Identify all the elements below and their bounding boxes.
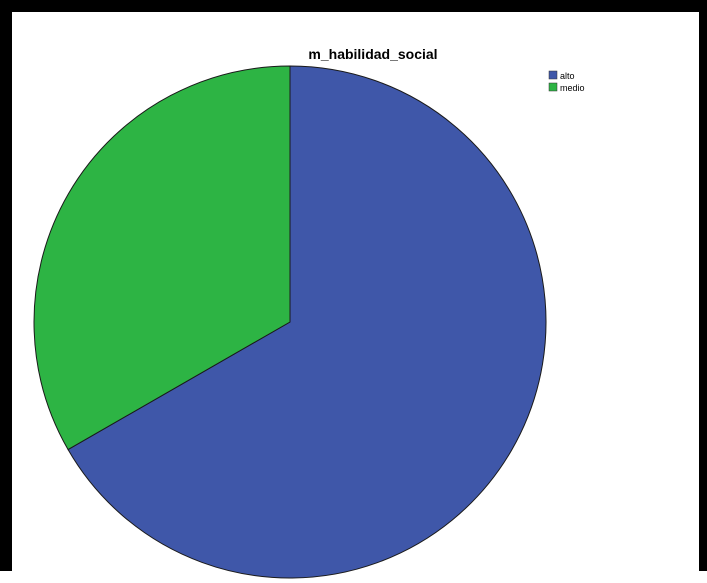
pie-chart: m_habilidad_social alto medio bbox=[33, 46, 585, 579]
chart-title: m_habilidad_social bbox=[308, 46, 437, 62]
chart-legend: alto medio bbox=[548, 70, 585, 93]
legend-label-alto: alto bbox=[560, 71, 575, 81]
legend-swatch-medio bbox=[548, 82, 558, 92]
pie-slice-medio bbox=[33, 65, 291, 451]
pie-slice-alto bbox=[67, 65, 547, 579]
legend-label-medio: medio bbox=[560, 83, 585, 93]
pie-slices bbox=[33, 65, 547, 579]
legend-swatch-alto bbox=[548, 70, 558, 80]
